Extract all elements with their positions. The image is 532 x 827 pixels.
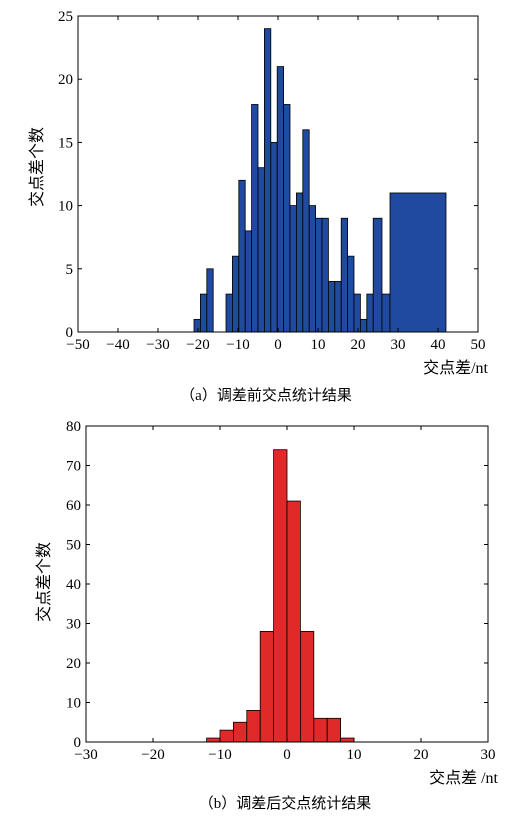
chart-b-y-tick-label-2: 20 [66, 656, 81, 672]
chart-b-bar-6 [286, 500, 301, 743]
chart-a-bars [193, 28, 447, 333]
chart-b-bar-1 [219, 729, 234, 743]
chart-a-bar-3 [225, 293, 233, 333]
chart-a-bar-21 [340, 217, 349, 333]
chart-a-x-tick-label-7: 20 [351, 337, 366, 353]
chart-b-y-tick-label-7: 70 [66, 459, 81, 475]
chart-b-y-tick-label-6: 60 [66, 498, 81, 514]
chart-a-x-tick-label-9: 40 [431, 337, 446, 353]
chart-a: −50 −40 −30 −20 −10 0 10 20 30 40 50 0 5 10 15 20 25 交点… [28, 9, 489, 404]
chart-a-y-tick-label-0: 0 [66, 325, 74, 341]
chart-a-x-ticks: −50 −40 −30 −20 −10 0 10 20 30 40 50 [66, 16, 486, 353]
chart-b-bar-2 [232, 721, 248, 743]
chart-b-y-tick-label-5: 50 [66, 538, 81, 554]
chart-b-bar-0 [206, 737, 221, 743]
chart-b-x-tick-label-5: 20 [414, 747, 429, 763]
chart-b-bar-4 [259, 631, 275, 743]
chart-b-x-tick-label-6: 30 [481, 747, 496, 763]
chart-a-caption: （a）调差前交点统计结果 [180, 386, 352, 404]
chart-b-y-axis-label: 交点差个数 [35, 542, 53, 622]
chart-a-bar-27 [381, 293, 391, 333]
chart-b-bar-8 [313, 717, 328, 743]
chart-b-x-ticks: −30 −20 −10 0 10 20 30 [74, 426, 496, 763]
chart-b-y-tick-label-8: 80 [66, 419, 81, 435]
chart-a-bar-5 [238, 179, 246, 333]
chart-b-bar-9 [326, 717, 342, 743]
chart-a-bar-9 [263, 28, 272, 333]
chart-a-bar-16 [308, 205, 317, 333]
chart-a-bar-13 [289, 205, 297, 333]
chart-a-bar-25 [366, 293, 374, 333]
chart-b-bar-5 [273, 449, 288, 743]
chart-b-x-tick-label-1: −20 [141, 747, 164, 763]
chart-a-bar-22 [347, 255, 355, 333]
chart-a-x-tick-label-6: 10 [311, 337, 326, 353]
chart-a-y-tick-label-3: 15 [58, 135, 73, 151]
chart-b-x-tick-label-3: 0 [283, 747, 291, 763]
chart-a-y-tick-label-4: 20 [58, 72, 73, 88]
chart-b-x-tick-label-0: −30 [74, 747, 97, 763]
chart-b-y-tick-label-4: 40 [66, 577, 81, 593]
chart-a-bar-1 [199, 293, 208, 333]
chart-a-x-tick-label-4: −10 [226, 337, 249, 353]
chart-b-bar-10 [340, 737, 355, 743]
chart-a-bar-19 [327, 281, 336, 333]
chart-a-y-axis-label: 交点差个数 [28, 127, 46, 207]
chart-a-bar-24 [359, 318, 368, 333]
chart-b-bar-7 [299, 631, 315, 743]
chart-a-bar-28 [389, 192, 447, 333]
chart-b-x-tick-label-2: −10 [208, 747, 231, 763]
chart-b-x-axis-label: 交点差 /nt [429, 769, 498, 787]
chart-a-bar-15 [302, 129, 310, 333]
chart-a-bar-10 [270, 141, 278, 333]
chart-a-x-tick-label-5: 0 [274, 337, 282, 353]
chart-a-x-tick-label-8: 30 [391, 337, 406, 353]
chart-a-x-axis-label: 交点差/nt [423, 359, 488, 377]
chart-b-y-ticks: 0 10 20 30 40 50 60 70 80 [66, 419, 488, 751]
chart-b-bars [206, 449, 355, 743]
chart-a-bar-8 [257, 167, 265, 333]
chart-a-bar-17 [315, 217, 323, 333]
chart-b-y-tick-label-3: 30 [66, 617, 81, 633]
chart-a-bar-23 [353, 293, 361, 333]
chart-a-y-tick-label-1: 5 [66, 262, 74, 278]
chart-b-y-tick-label-1: 10 [66, 696, 81, 712]
chart-a-bar-12 [283, 104, 291, 333]
chart-a-x-tick-label-10: 50 [471, 337, 486, 353]
chart-b-caption: （b）调差后交点统计结果 [199, 794, 372, 812]
chart-a-bar-2 [206, 268, 214, 333]
chart-a-x-tick-label-2: −30 [146, 337, 169, 353]
chart-a-y-tick-label-5: 25 [58, 9, 73, 25]
chart-a-y-ticks: 0 5 10 15 20 25 [58, 9, 478, 341]
chart-a-bar-20 [334, 281, 342, 333]
chart-a-bar-7 [251, 104, 259, 333]
chart-a-y-tick-label-2: 10 [58, 199, 73, 215]
chart-a-bar-0 [193, 318, 201, 333]
chart-a-bar-26 [372, 217, 383, 333]
chart-b-y-tick-label-0: 0 [74, 735, 82, 751]
chart-b-x-tick-label-4: 10 [347, 747, 362, 763]
chart-a-x-tick-label-1: −40 [106, 337, 129, 353]
chart-a-x-tick-label-3: −20 [186, 337, 209, 353]
chart-a-bar-6 [244, 230, 252, 333]
chart-a-x-tick-label-0: −50 [66, 337, 89, 353]
chart-a-bar-4 [231, 255, 240, 333]
chart-a-bar-11 [276, 66, 285, 333]
chart-a-bar-14 [295, 192, 304, 333]
chart-a-bar-18 [321, 217, 329, 333]
chart-b-bar-3 [246, 710, 261, 743]
chart-b: −30 −20 −10 0 10 20 30 0 10 20 30 40 50 60 70 80 交点差个数… [35, 419, 499, 812]
